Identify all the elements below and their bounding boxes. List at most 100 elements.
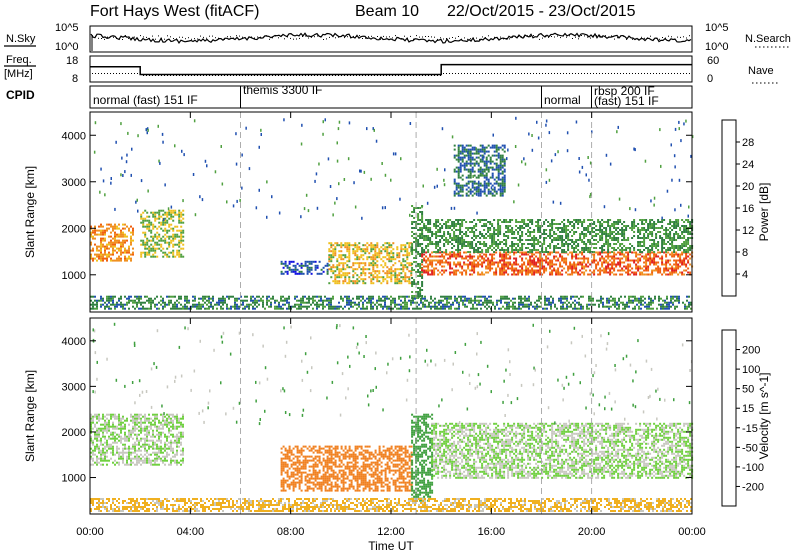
power-cell bbox=[607, 223, 610, 225]
power-cell bbox=[338, 276, 341, 279]
power-cell bbox=[142, 305, 144, 308]
power-cell bbox=[429, 263, 432, 266]
power-cell bbox=[577, 227, 580, 229]
power-cell bbox=[667, 233, 670, 235]
power-cell bbox=[501, 253, 504, 256]
nsearch-point bbox=[356, 36, 357, 37]
power-cell bbox=[232, 305, 234, 308]
power-cell bbox=[376, 242, 379, 245]
power-cell bbox=[445, 253, 448, 256]
power-cell bbox=[421, 271, 424, 273]
power-cell bbox=[597, 273, 600, 276]
power-cell bbox=[687, 229, 690, 231]
power-cell bbox=[408, 244, 411, 247]
power-cell bbox=[316, 305, 318, 308]
power-cell bbox=[625, 251, 628, 254]
power-cell bbox=[444, 303, 446, 306]
power-cell bbox=[471, 156, 474, 159]
power-cell bbox=[455, 273, 458, 276]
power-cell bbox=[617, 263, 620, 266]
power-cell bbox=[356, 246, 359, 249]
nsearch-point bbox=[392, 37, 393, 39]
power-cell bbox=[561, 265, 564, 268]
power-cell bbox=[495, 144, 498, 147]
power-cell bbox=[336, 266, 339, 269]
power-cell bbox=[386, 242, 389, 245]
power-cell bbox=[404, 276, 407, 279]
power-cell bbox=[673, 255, 676, 258]
nave-point bbox=[503, 73, 504, 74]
power-cell bbox=[539, 271, 542, 274]
power-cell bbox=[226, 303, 228, 306]
nave-point bbox=[620, 73, 621, 74]
power-cell bbox=[513, 231, 516, 233]
power-cell bbox=[372, 276, 375, 279]
power-cell bbox=[306, 268, 309, 271]
nave-point bbox=[506, 73, 507, 74]
power-cell bbox=[306, 270, 309, 273]
power-cell bbox=[457, 174, 460, 177]
nave-point bbox=[383, 75, 384, 76]
power-cell bbox=[106, 305, 108, 308]
nsearch-point bbox=[551, 36, 552, 37]
power-cell bbox=[505, 257, 508, 260]
power-cell bbox=[487, 263, 490, 266]
nave-point bbox=[278, 75, 279, 76]
power-cell bbox=[579, 233, 582, 235]
power-cell bbox=[611, 225, 614, 227]
power-cell bbox=[469, 247, 472, 249]
power-cell bbox=[421, 251, 424, 253]
power-cell bbox=[597, 233, 600, 235]
power-cell bbox=[477, 194, 480, 197]
power-cell bbox=[413, 295, 416, 297]
power-cell bbox=[461, 271, 464, 274]
power-cell bbox=[591, 229, 594, 231]
power-cell bbox=[539, 231, 542, 233]
power-cell bbox=[356, 256, 359, 259]
power-cell bbox=[441, 253, 444, 256]
power-cell bbox=[394, 276, 397, 279]
power-cell bbox=[417, 293, 420, 295]
power-cell bbox=[461, 235, 464, 237]
power-cell bbox=[651, 259, 654, 262]
power-cell bbox=[334, 305, 336, 308]
power-cell bbox=[374, 270, 377, 273]
power-cell bbox=[507, 273, 510, 276]
power-cell bbox=[521, 221, 524, 223]
power-cell bbox=[416, 301, 418, 304]
power-cell bbox=[553, 257, 556, 260]
power-cell bbox=[224, 297, 226, 300]
power-cell bbox=[392, 299, 394, 302]
nave-point bbox=[431, 75, 432, 76]
power-cell bbox=[623, 245, 626, 247]
power-cell bbox=[537, 241, 540, 243]
nsearch-point bbox=[230, 36, 231, 38]
power-cell bbox=[372, 297, 374, 300]
power-cell bbox=[683, 259, 686, 262]
power-cell bbox=[455, 223, 458, 225]
power-cell bbox=[543, 271, 546, 274]
power-cell bbox=[212, 295, 214, 298]
nsearch-point bbox=[221, 38, 222, 40]
power-cell bbox=[148, 301, 150, 304]
power-cell bbox=[489, 247, 492, 249]
power-cell bbox=[170, 211, 173, 214]
power-cell bbox=[278, 305, 280, 308]
power-cell bbox=[220, 299, 222, 302]
power-cell bbox=[110, 231, 112, 234]
power-cell bbox=[479, 166, 482, 169]
power-cell bbox=[158, 239, 161, 242]
power-cell bbox=[453, 253, 456, 256]
power-cell bbox=[613, 237, 616, 239]
power-cell bbox=[421, 215, 424, 217]
power-cell bbox=[376, 244, 379, 247]
nave-point bbox=[107, 73, 108, 74]
power-cell bbox=[653, 229, 656, 231]
power-cell bbox=[94, 243, 96, 246]
power-cell bbox=[483, 176, 486, 179]
power-cell bbox=[519, 229, 522, 231]
power-cell bbox=[645, 221, 648, 223]
power-cell bbox=[222, 301, 224, 304]
power-cell bbox=[254, 307, 256, 310]
power-cell bbox=[463, 184, 466, 187]
